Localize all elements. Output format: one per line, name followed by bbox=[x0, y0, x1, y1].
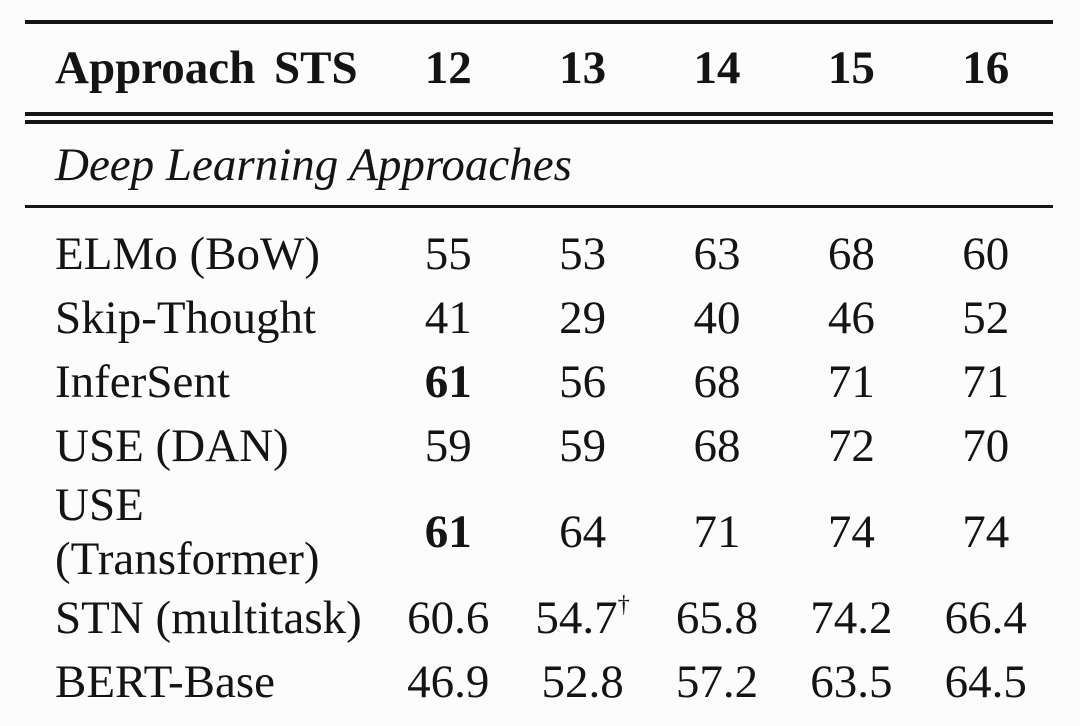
score-cell: 53 bbox=[559, 228, 607, 280]
table-row: USE (DAN) 59 59 68 72 70 bbox=[25, 414, 1053, 478]
column-header-sts: STS bbox=[250, 20, 382, 124]
score-cell: 46 bbox=[827, 292, 875, 344]
column-header-year: 15 bbox=[784, 20, 919, 124]
score-cell: 71 bbox=[693, 506, 741, 558]
score-cell: 65.8 bbox=[675, 592, 759, 644]
header-row: Approach STS 12 13 14 15 16 bbox=[25, 20, 1053, 124]
score-cell: 29 bbox=[559, 292, 607, 344]
score-cell: 52 bbox=[962, 292, 1010, 344]
score-cell: 68 bbox=[693, 356, 741, 408]
score-cell: 66.4 bbox=[944, 592, 1027, 644]
score-cell: 54.7† bbox=[535, 590, 630, 644]
score-cell: 46.9 bbox=[407, 656, 490, 708]
score-cell: 74 bbox=[827, 506, 875, 558]
score-cell: 52.8 bbox=[541, 656, 624, 708]
results-table: Approach STS 12 13 14 15 16 Deep Learning Ap… bbox=[25, 20, 1053, 726]
score-cell: 55 bbox=[424, 228, 472, 280]
table-row: Skip-Thought 41 29 40 46 52 bbox=[25, 286, 1053, 350]
section-header-label: Deep Learning Approaches bbox=[25, 118, 1053, 208]
score-cell: 74 bbox=[962, 506, 1010, 558]
column-header-year: 14 bbox=[649, 20, 785, 124]
score-cell: 74.2 bbox=[810, 592, 893, 644]
table-row: USE (Transformer) 61 64 71 74 74 bbox=[25, 478, 1053, 586]
score-cell: 60 bbox=[962, 228, 1010, 280]
score-cell: 55.6 bbox=[784, 714, 918, 726]
score-cell: 71 bbox=[962, 356, 1010, 408]
table-header: Approach STS 12 13 14 15 16 bbox=[25, 20, 1053, 124]
table-row: BERT-Large42.647.449.355.660.4 bbox=[25, 714, 1053, 726]
table-body: ELMo (BoW) 55 53 63 68 60 Skip-Thought 41 29 40 46… bbox=[25, 207, 1053, 726]
score-cell: 56 bbox=[559, 356, 607, 408]
approach-label: ELMo (BoW) bbox=[55, 228, 320, 280]
score-cell: 59 bbox=[559, 420, 607, 472]
score-cell: 61 bbox=[424, 506, 472, 558]
score-cell: 68 bbox=[827, 228, 875, 280]
score-cell: 68 bbox=[693, 420, 741, 472]
approach-label: InferSent bbox=[55, 356, 230, 408]
approach-label: Skip-Thought bbox=[55, 292, 317, 344]
approach-label: USE (Transformer) bbox=[55, 479, 320, 585]
column-header-year: 13 bbox=[515, 20, 650, 124]
score-cell: 49.3 bbox=[650, 714, 784, 726]
column-header-year: 12 bbox=[381, 20, 516, 124]
score-cell: 64 bbox=[559, 506, 607, 558]
approach-label: BERT-Base bbox=[55, 656, 275, 708]
section-header-row: Deep Learning Approaches bbox=[25, 118, 1053, 208]
column-header-approach: Approach bbox=[25, 20, 255, 124]
score-cell: 70 bbox=[962, 420, 1010, 472]
score-cell: 59 bbox=[424, 420, 472, 472]
score-cell: 71 bbox=[827, 356, 875, 408]
table-row: BERT-Base 46.9 52.8 57.2 63.5 64.5 bbox=[25, 650, 1053, 714]
score-cell: 63 bbox=[693, 228, 741, 280]
score-cell: 60.6 bbox=[407, 592, 490, 644]
column-header-year: 16 bbox=[918, 20, 1053, 124]
dagger-superscript: † bbox=[617, 590, 630, 618]
score-cell: 42.6 bbox=[381, 714, 515, 726]
score-cell: 64.5 bbox=[944, 656, 1027, 708]
score-cell: 47.4 bbox=[515, 714, 649, 726]
score-cell: 60.4 bbox=[919, 714, 1053, 726]
approach-label: BERT-Large bbox=[25, 714, 381, 726]
table-row: ELMo (BoW) 55 53 63 68 60 bbox=[25, 207, 1053, 287]
score-cell: 40 bbox=[693, 292, 741, 344]
approach-label: STN (multitask) bbox=[55, 592, 362, 644]
score-cell: 41 bbox=[424, 292, 472, 344]
score-cell: 57.2 bbox=[675, 656, 759, 708]
section-body: Deep Learning Approaches bbox=[25, 118, 1053, 208]
score-cell: 72 bbox=[827, 420, 875, 472]
approach-label: USE (DAN) bbox=[55, 420, 289, 472]
table-row: InferSent 61 56 68 71 71 bbox=[25, 350, 1053, 414]
table-row: STN (multitask) 60.6 54.7† 65.8 74.2 66.4 bbox=[25, 586, 1053, 650]
score-cell: 61 bbox=[424, 356, 472, 408]
score-cell: 63.5 bbox=[810, 656, 893, 708]
